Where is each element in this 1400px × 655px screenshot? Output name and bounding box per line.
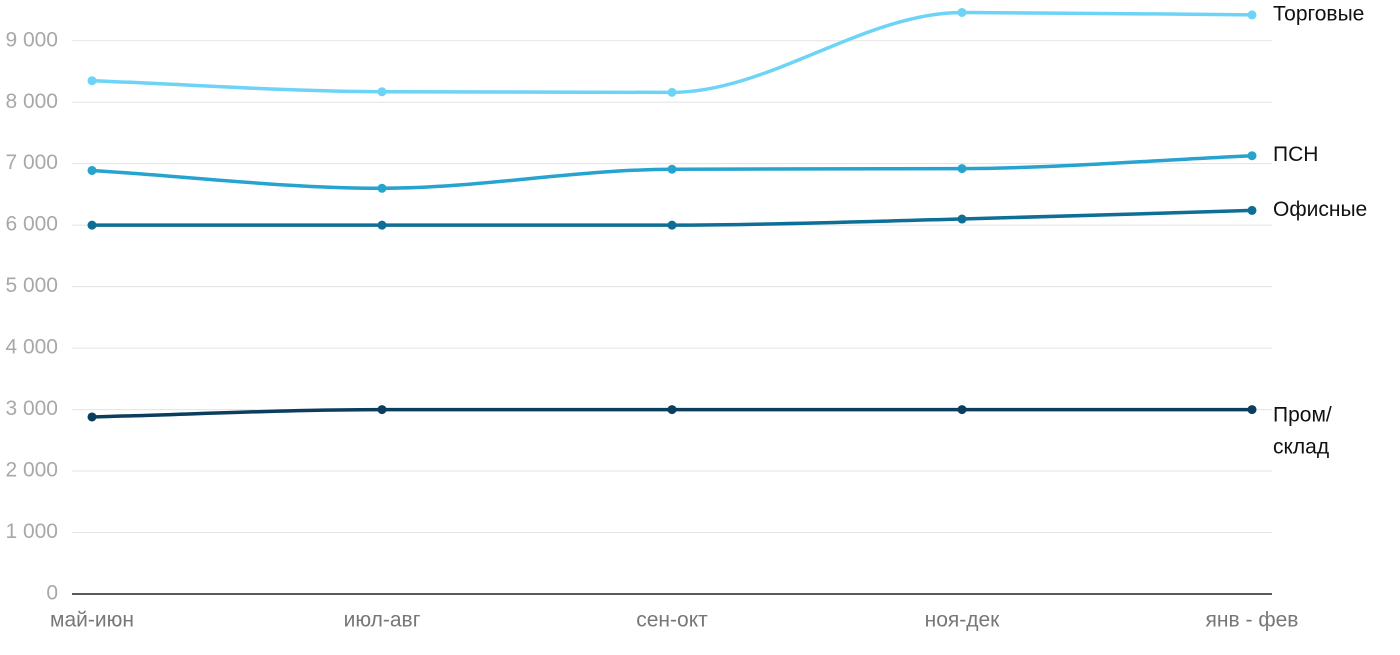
point [87, 165, 97, 175]
point [87, 76, 97, 86]
point [957, 7, 967, 17]
point [667, 164, 677, 174]
point [1247, 10, 1257, 20]
point [1247, 151, 1257, 161]
y-tick-label: 3 000 [5, 397, 58, 420]
x-tick-label: июл-авг [344, 609, 421, 632]
x-tick-label: май-июн [50, 609, 134, 632]
series-label-line: Пром/ [1273, 403, 1332, 426]
point [667, 405, 677, 415]
y-tick-label: 7 000 [5, 151, 58, 174]
point [377, 220, 387, 230]
x-tick-label: сен-окт [636, 609, 708, 632]
point [377, 87, 387, 97]
y-tick-label: 5 000 [5, 274, 58, 297]
point [1247, 205, 1257, 215]
y-tick-label: 2 000 [5, 459, 58, 482]
point [667, 220, 677, 230]
y-tick-label: 4 000 [5, 336, 58, 359]
x-tick-label: ноя-дек [925, 609, 1001, 632]
series-label-line: склад [1273, 435, 1329, 458]
y-tick-label: 1 000 [5, 520, 58, 543]
point [1247, 405, 1257, 415]
point [957, 214, 967, 224]
y-tick-label: 8 000 [5, 90, 58, 113]
series-label: Офисные [1273, 198, 1367, 221]
point [957, 405, 967, 415]
y-tick-label: 9 000 [5, 28, 58, 51]
point [957, 164, 967, 174]
point [377, 183, 387, 193]
point [377, 405, 387, 415]
y-tick-label: 0 [46, 582, 58, 605]
y-tick-label: 6 000 [5, 213, 58, 236]
point [667, 87, 677, 97]
point [87, 412, 97, 422]
x-tick-label: янв - фев [1206, 609, 1299, 632]
series-label: Торговые [1273, 2, 1364, 25]
series-label: ПСН [1273, 143, 1318, 166]
series-line [91, 10, 1253, 95]
series-label: Пром/склад [1273, 403, 1332, 458]
point [87, 220, 97, 230]
